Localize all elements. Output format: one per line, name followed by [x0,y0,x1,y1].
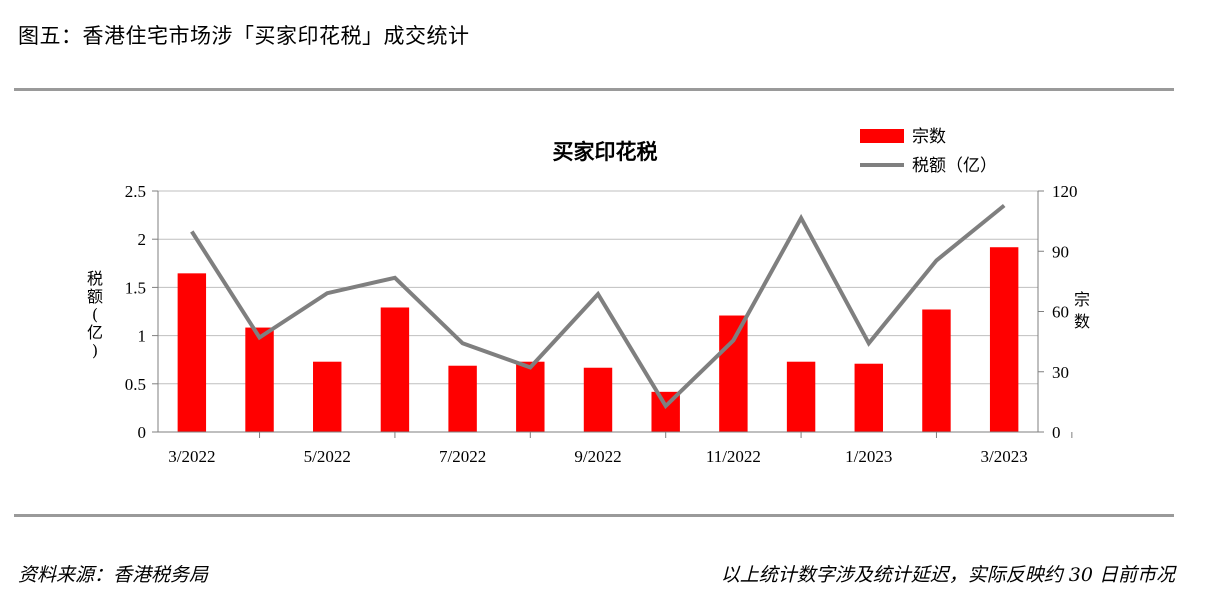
right-tick-label: 120 [1052,182,1078,201]
bottom-rule [14,514,1174,517]
bar [786,361,816,432]
legend-label-line: 税额（亿） [912,156,997,176]
left-axis-title: 税额(亿) [87,269,103,360]
bar [989,247,1019,432]
bar [177,273,207,432]
line-series [190,203,1006,410]
legend-label-bar: 宗数 [912,127,946,147]
legend-swatch-bar [860,129,904,143]
top-rule [14,88,1174,91]
axes: 0 0.5 1 1.5 2 2.5 0 30 60 90 120 3/2022 5/2022 7/2022… [125,182,1078,466]
source-note: 资料来源：香港税务局 [18,564,209,586]
delay-note: 以上统计数字涉及统计延迟，实际反映约 30 日前市况 [720,564,1175,586]
x-tick-label: 5/2022 [304,447,351,466]
left-tick-label: 0.5 [125,375,146,394]
bar [245,327,274,432]
right-tick-label: 30 [1052,363,1069,382]
x-tick-label: 11/2022 [706,447,761,466]
x-tick-label: 3/2023 [981,447,1028,466]
bar [922,309,951,432]
x-tick-label: 1/2023 [845,447,892,466]
gridlines [158,190,1038,385]
bar [448,365,477,432]
right-tick-label: 0 [1052,423,1061,442]
bar [380,307,410,432]
bar [583,367,613,432]
x-tick-label: 3/2022 [168,447,215,466]
left-tick-label: 1 [138,327,147,346]
figure-title: 图五：香港住宅市场涉「买家印花税」成交统计 [18,24,470,48]
bar [516,361,545,432]
left-tick-label: 1.5 [125,278,146,297]
x-tick-label: 7/2022 [439,447,486,466]
left-tick-label: 2.5 [125,182,146,201]
bar [313,361,342,432]
bar [854,363,883,432]
left-tick-label: 2 [138,230,147,249]
chart-title: 买家印花税 [553,139,658,164]
left-tick-label: 0 [138,423,147,442]
right-tick-label: 60 [1052,303,1069,322]
tax-line [190,203,1006,410]
right-tick-label: 90 [1052,242,1069,261]
bar [719,315,748,432]
bar-series [177,247,1019,432]
x-tick-label: 9/2022 [574,447,621,466]
right-axis-title: 宗数 [1074,290,1090,331]
